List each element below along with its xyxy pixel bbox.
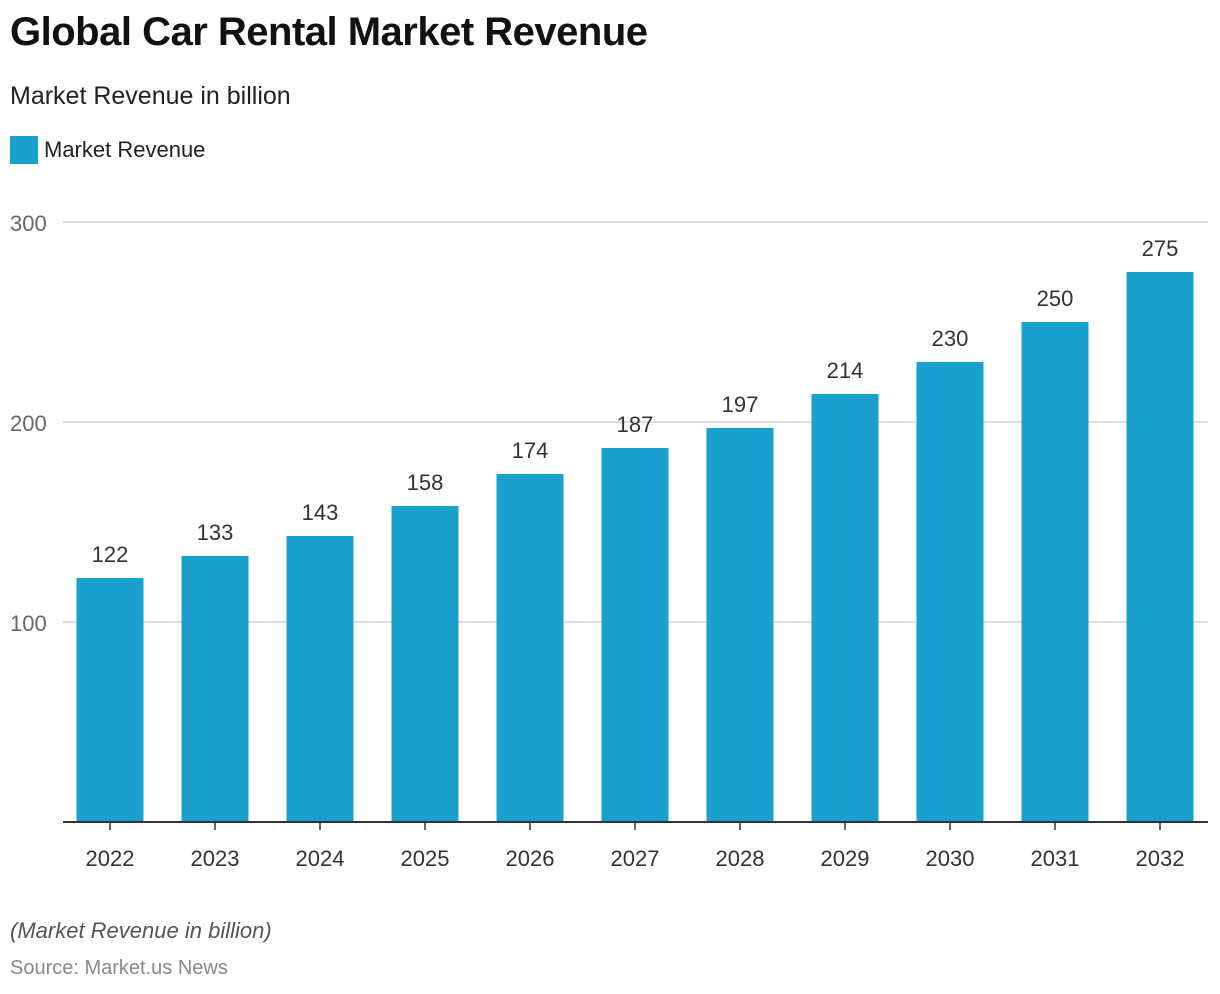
x-tick-label: 2028	[716, 846, 765, 871]
bar	[1126, 272, 1194, 822]
bar	[286, 536, 354, 822]
data-label: 214	[827, 358, 864, 383]
data-label: 174	[512, 438, 549, 463]
x-tick-label: 2027	[611, 846, 660, 871]
x-tick-label: 2024	[296, 846, 345, 871]
bar	[916, 362, 984, 822]
bar	[181, 556, 249, 822]
bar	[1021, 322, 1089, 822]
data-label: 133	[197, 520, 234, 545]
data-label: 275	[1142, 236, 1179, 261]
x-tick-label: 2023	[191, 846, 240, 871]
chart-subtitle: Market Revenue in billion	[10, 82, 291, 110]
bar	[496, 474, 564, 822]
bar	[811, 394, 879, 822]
x-tick-label: 2022	[86, 846, 135, 871]
y-tick-label: 200	[10, 411, 47, 436]
bar	[391, 506, 459, 822]
x-tick-label: 2030	[926, 846, 975, 871]
x-tick-label: 2031	[1031, 846, 1080, 871]
source-credit: Source: Market.us News	[10, 957, 228, 979]
chart-title: Global Car Rental Market Revenue	[10, 10, 648, 54]
legend-label: Market Revenue	[44, 137, 206, 162]
y-tick-label: 300	[10, 211, 47, 236]
data-label: 187	[617, 412, 654, 437]
bar	[601, 448, 669, 822]
y-tick-label: 100	[10, 611, 47, 636]
data-label: 197	[722, 392, 759, 417]
x-tick-label: 2025	[401, 846, 450, 871]
bar	[706, 428, 774, 822]
data-label: 122	[92, 542, 129, 567]
data-label: 143	[302, 500, 339, 525]
x-tick-label: 2032	[1136, 846, 1185, 871]
x-tick-label: 2026	[506, 846, 555, 871]
x-tick-label: 2029	[821, 846, 870, 871]
bar	[76, 578, 144, 822]
data-label: 250	[1037, 286, 1074, 311]
legend-swatch	[10, 136, 38, 164]
data-label: 158	[407, 470, 444, 495]
chart-note: (Market Revenue in billion)	[10, 918, 272, 943]
legend: Market Revenue	[10, 136, 205, 164]
data-label: 230	[932, 326, 969, 351]
